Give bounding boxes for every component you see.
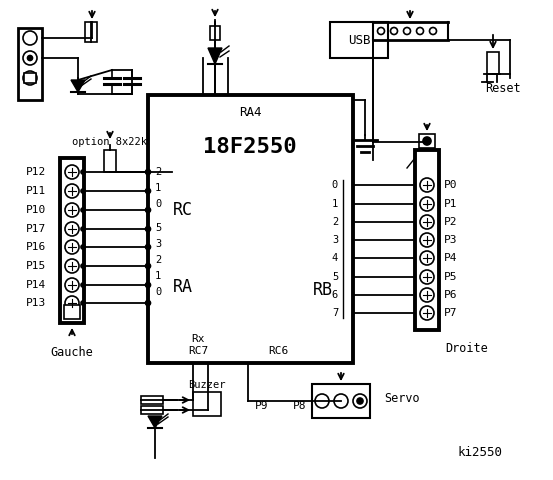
Text: P0: P0 [444, 180, 457, 190]
Text: P2: P2 [444, 217, 457, 227]
Text: 18F2550: 18F2550 [203, 137, 297, 157]
Circle shape [357, 398, 363, 404]
Text: RC: RC [173, 201, 193, 219]
Bar [487, 52, 499, 74]
Bar [148, 95, 353, 363]
Bar [85, 22, 97, 42]
Circle shape [81, 264, 85, 268]
Bar [141, 396, 163, 404]
Text: ki2550: ki2550 [457, 445, 503, 458]
Bar [312, 384, 370, 418]
Bar [141, 406, 163, 414]
Text: P10: P10 [26, 205, 46, 215]
Text: 3: 3 [332, 235, 338, 245]
Circle shape [145, 227, 150, 231]
Polygon shape [148, 416, 162, 428]
Circle shape [145, 300, 150, 305]
Text: Rx: Rx [191, 334, 205, 344]
Text: P8: P8 [293, 401, 307, 411]
Bar [193, 392, 221, 416]
Text: option 8x22k: option 8x22k [72, 137, 148, 147]
Text: 1: 1 [155, 183, 161, 193]
Text: Gauche: Gauche [51, 347, 93, 360]
Text: P14: P14 [26, 280, 46, 290]
Text: RC7: RC7 [188, 346, 208, 356]
Bar [330, 22, 388, 58]
Text: 0: 0 [332, 180, 338, 190]
Text: P13: P13 [26, 298, 46, 308]
Bar [60, 158, 84, 323]
Text: P1: P1 [444, 199, 457, 209]
Bar [104, 150, 116, 172]
Circle shape [145, 283, 150, 288]
Circle shape [28, 56, 33, 60]
Text: P12: P12 [26, 167, 46, 177]
Circle shape [81, 283, 85, 287]
Polygon shape [71, 80, 85, 92]
Circle shape [81, 208, 85, 212]
Text: 6: 6 [332, 290, 338, 300]
Text: 2: 2 [332, 217, 338, 227]
Text: P7: P7 [444, 308, 457, 318]
Circle shape [145, 264, 150, 268]
Text: 2: 2 [155, 255, 161, 265]
Text: P5: P5 [444, 272, 457, 282]
Text: 1: 1 [155, 271, 161, 281]
Circle shape [81, 227, 85, 231]
Text: Servo: Servo [384, 393, 420, 406]
Text: P4: P4 [444, 253, 457, 263]
Bar [415, 150, 439, 330]
Text: RB: RB [313, 281, 333, 299]
Circle shape [145, 207, 150, 213]
Text: 0: 0 [155, 287, 161, 297]
Bar [419, 134, 435, 148]
Text: P9: P9 [255, 401, 269, 411]
Text: RA4: RA4 [239, 107, 261, 120]
Text: P16: P16 [26, 242, 46, 252]
Text: USB: USB [348, 34, 371, 47]
Text: Droite: Droite [446, 341, 488, 355]
Text: P11: P11 [26, 186, 46, 196]
Circle shape [81, 301, 85, 305]
Text: Buzzer: Buzzer [188, 380, 226, 390]
Circle shape [423, 137, 431, 145]
Text: 2: 2 [155, 167, 161, 177]
Text: 7: 7 [332, 308, 338, 318]
Text: P15: P15 [26, 261, 46, 271]
Text: RC6: RC6 [268, 346, 288, 356]
Circle shape [81, 245, 85, 249]
Circle shape [145, 244, 150, 250]
Polygon shape [208, 48, 222, 64]
Text: 1: 1 [332, 199, 338, 209]
Text: 3: 3 [155, 239, 161, 249]
Text: 4: 4 [332, 253, 338, 263]
Text: 5: 5 [332, 272, 338, 282]
Text: 5: 5 [155, 223, 161, 233]
Circle shape [145, 189, 150, 193]
Text: P3: P3 [444, 235, 457, 245]
Circle shape [145, 169, 150, 175]
Bar [24, 73, 36, 83]
Bar [64, 305, 80, 319]
Text: Reset: Reset [485, 82, 520, 95]
Text: P6: P6 [444, 290, 457, 300]
Text: RA: RA [173, 278, 193, 296]
Bar [210, 26, 220, 40]
Text: 0: 0 [155, 199, 161, 209]
Circle shape [81, 170, 85, 174]
Text: P17: P17 [26, 224, 46, 234]
Circle shape [81, 189, 85, 193]
Bar [18, 28, 42, 100]
